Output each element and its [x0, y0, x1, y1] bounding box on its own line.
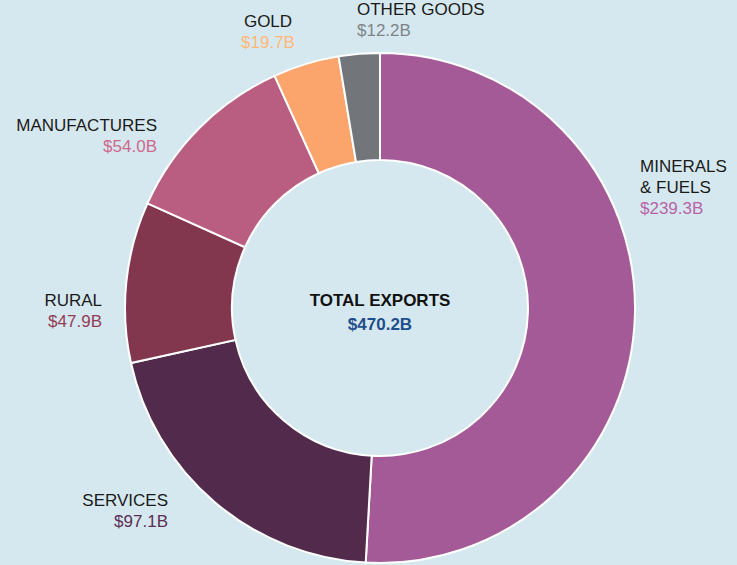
donut — [125, 53, 635, 563]
value-label: $19.7B — [241, 33, 295, 52]
value-label: $239.3B — [640, 199, 703, 218]
category-label: GOLD — [244, 12, 292, 31]
value-label: $97.1B — [114, 512, 168, 531]
value-label: $47.9B — [48, 312, 102, 331]
category-label-line: MINERALS — [640, 157, 727, 176]
chart-container: MINERALS & FUELS $239.3B SERVICES $97.1B RURA… — [0, 0, 737, 565]
category-label-line: & FUELS — [640, 178, 711, 197]
category-label-line: GOLD — [244, 12, 292, 31]
category-label-line: SERVICES — [82, 491, 168, 510]
value-label: $12.2B — [357, 21, 411, 40]
category-label-line: MANUFACTURES — [16, 116, 157, 135]
category-label: MINERALS & FUELS — [640, 157, 727, 197]
center-title: TOTAL EXPORTS — [310, 291, 451, 310]
category-label: MANUFACTURES — [16, 116, 157, 135]
category-label: SERVICES — [82, 491, 168, 510]
center-total: $470.2B — [348, 315, 412, 334]
value-label: $54.0B — [103, 137, 157, 156]
category-label-line: RURAL — [44, 291, 102, 310]
slice — [339, 53, 380, 162]
background — [0, 0, 737, 565]
category-label: OTHER GOODS — [357, 0, 485, 19]
category-label-line: OTHER GOODS — [357, 0, 485, 19]
chart-svg: MINERALS & FUELS $239.3B SERVICES $97.1B RURA… — [0, 0, 737, 565]
category-label: RURAL — [44, 291, 102, 310]
